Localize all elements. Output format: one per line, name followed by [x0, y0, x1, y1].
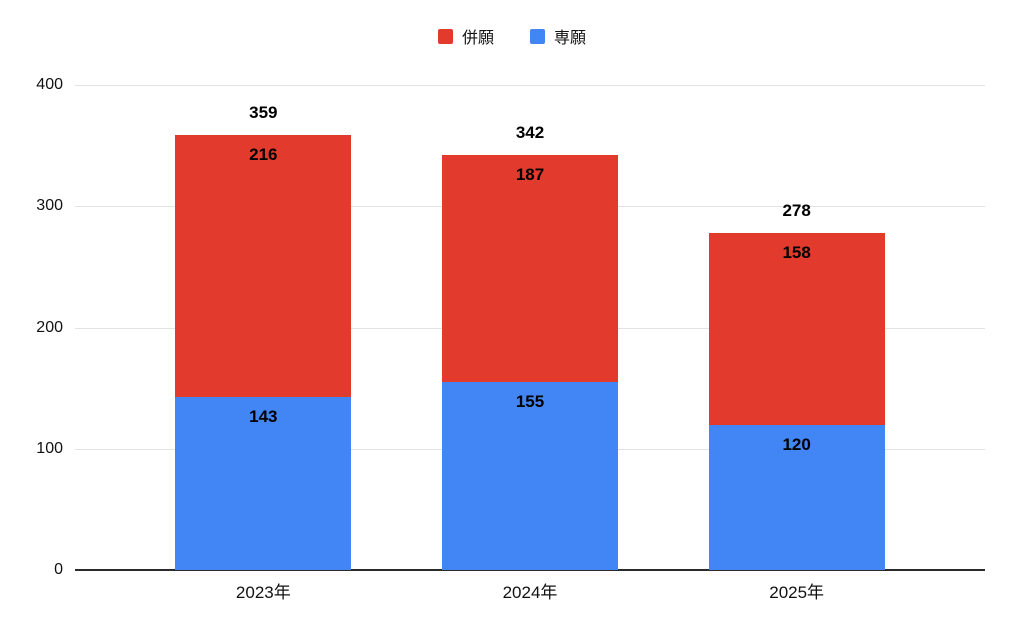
bar-value-label: 120: [782, 434, 811, 454]
bar-segment: [708, 232, 885, 425]
y-tick-label: 300: [36, 197, 63, 215]
bar-value-label: 155: [515, 392, 545, 412]
bar-segment: [175, 134, 352, 397]
bar-total-label: 359: [249, 102, 278, 122]
gridline: [75, 85, 985, 86]
chart-legend: 併願 専願: [0, 24, 1024, 48]
legend-label: 併願: [461, 30, 494, 47]
y-axis: 0 100 200 300 400: [0, 76, 63, 578]
bar-value-label: 216: [249, 144, 278, 164]
legend-item: 専願: [530, 24, 586, 48]
bar-segment: [442, 155, 618, 383]
bar-value-label: 187: [515, 165, 545, 185]
y-tick-label: 400: [36, 76, 63, 93]
x-tick-label: 2025年: [769, 583, 825, 602]
bar-value-label: 158: [782, 242, 811, 262]
bar-segment: [708, 424, 885, 570]
bar-segment: [175, 396, 352, 570]
y-tick-label: 0: [54, 561, 63, 578]
bar-value-label: 143: [249, 406, 278, 426]
x-tick-label: 2024年: [502, 583, 558, 602]
bar-total-label: 342: [515, 123, 545, 143]
legend-item: 併願: [437, 24, 494, 48]
bar-segment: [442, 382, 618, 570]
x-axis-line: [75, 569, 985, 571]
bar-total-label: 278: [782, 200, 811, 220]
x-tick-label: 2023年: [235, 583, 291, 602]
y-tick-label: 100: [36, 439, 63, 457]
legend-swatch-icon: [437, 28, 453, 44]
y-tick-label: 200: [36, 318, 63, 336]
legend-label: 専願: [554, 30, 587, 47]
plot-area: 143 216 359 155 187 342 120 158 278: [75, 85, 985, 571]
x-axis: 2023年 2024年 2025年: [75, 578, 985, 608]
legend-swatch-icon: [530, 28, 545, 44]
